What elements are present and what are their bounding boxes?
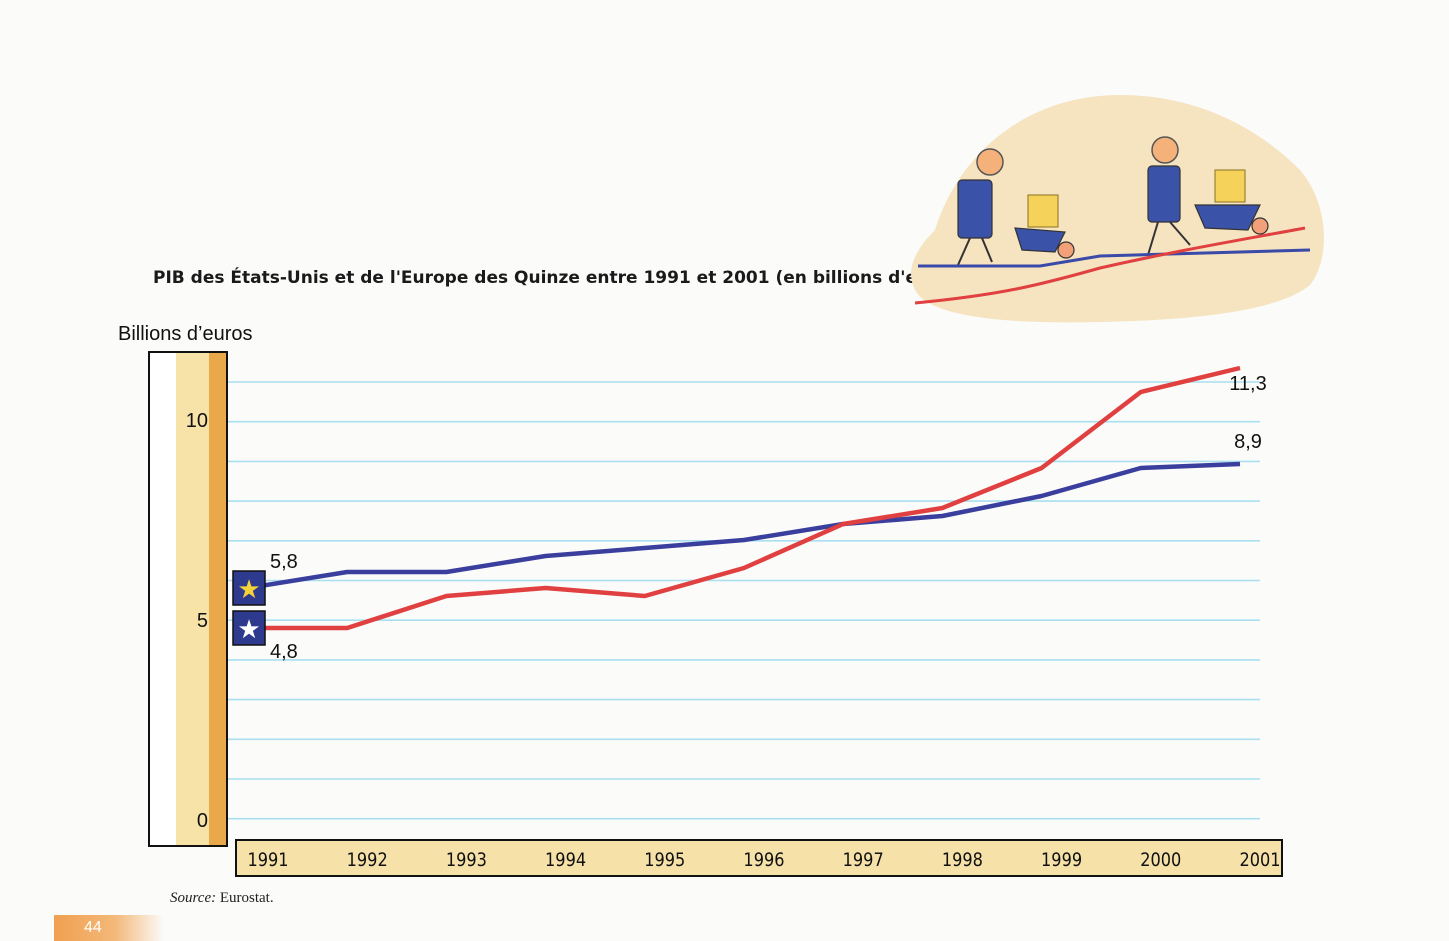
x-tick-label: 1993	[446, 850, 487, 872]
y-axis: Billions d’euros 0 5 10	[118, 323, 253, 847]
y-axis-label: Billions d’euros	[118, 323, 253, 345]
series-start-label-2: 4,8	[270, 641, 298, 663]
series-line-1	[247, 461, 1241, 591]
x-axis: 1991 1992 1993 1994 1995 1996 1997 1998 1999 2000…	[235, 839, 1283, 877]
x-tick-label: 1996	[743, 850, 784, 872]
illustration-red-line	[914, 226, 1306, 305]
x-tick-label: 1998	[942, 850, 983, 872]
y-tick-label: 5	[197, 610, 208, 632]
illustration	[911, 95, 1324, 323]
white-star-icon: ★	[237, 615, 260, 645]
series-end-label-2: 11,3	[1229, 373, 1266, 395]
y-tick-label: 10	[186, 410, 208, 432]
x-tick-label: 1999	[1041, 850, 1082, 872]
y-tick-label: 0	[197, 810, 208, 832]
x-tick-label: 1991	[247, 850, 288, 872]
gridlines	[228, 381, 1260, 820]
x-tick-label: 1992	[347, 850, 388, 872]
yellow-star-icon: ★	[237, 575, 260, 605]
series-end-label-1: 8,9	[1234, 431, 1262, 453]
page-number: 44	[54, 915, 164, 941]
illustration-blue-line	[918, 248, 1311, 268]
figure-eu-right-icon	[1147, 136, 1269, 256]
x-tick-label: 2000	[1140, 850, 1181, 872]
series-start-label-1: 5,8	[270, 551, 298, 573]
source-value: Eurostat.	[219, 890, 274, 906]
series-flag-marker-1	[232, 570, 266, 606]
x-tick-label: 1997	[843, 850, 884, 872]
y-axis-color-bar-edge	[209, 353, 226, 845]
series-line-2	[248, 365, 1241, 631]
chart-title: PIB des États-Unis et de l'Europe des Qu…	[153, 268, 968, 288]
y-axis-color-bar	[176, 353, 209, 845]
x-tick-label: 2001	[1239, 850, 1280, 872]
source-note: Source: Eurostat.	[170, 890, 274, 907]
figure-eu-left-icon	[957, 148, 1075, 266]
x-axis-band	[235, 839, 1283, 877]
x-tick-label: 1994	[545, 850, 586, 872]
series-flag-marker-2	[232, 610, 266, 646]
x-tick-label: 1995	[644, 850, 685, 872]
source-label: Source:	[170, 890, 217, 906]
